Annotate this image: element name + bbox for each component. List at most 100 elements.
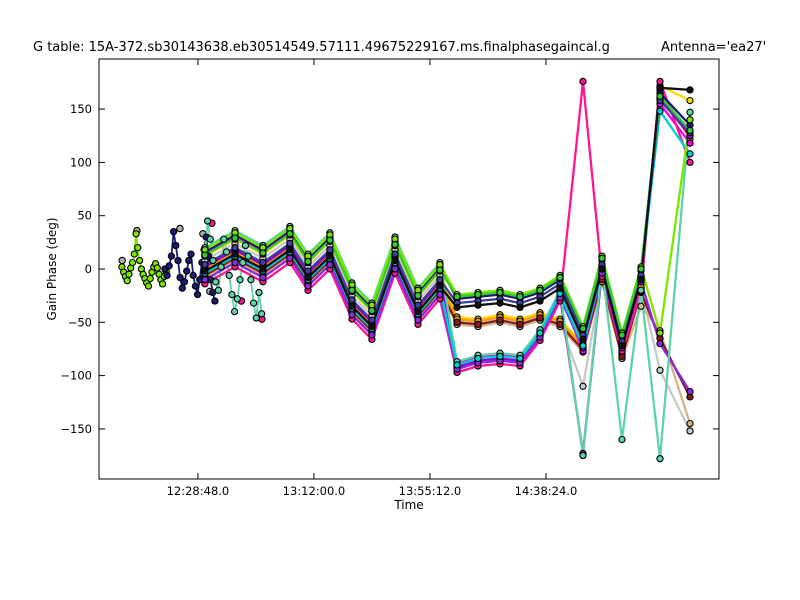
data-point — [516, 293, 524, 301]
data-point — [579, 382, 587, 390]
data-point — [304, 267, 312, 275]
data-point — [686, 419, 694, 428]
data-point — [286, 239, 294, 248]
data-point — [212, 278, 220, 286]
data-point — [656, 329, 664, 337]
data-point — [214, 286, 223, 294]
data-point — [135, 256, 144, 265]
data-point — [211, 297, 219, 305]
data-point — [637, 286, 645, 294]
x-tick-label: 12:28:48.0 — [167, 484, 230, 498]
data-point — [132, 230, 140, 238]
data-point — [656, 339, 664, 348]
x-axis-label: Time — [394, 498, 424, 512]
data-point — [391, 240, 399, 249]
data-point — [180, 278, 189, 286]
data-point — [579, 335, 587, 344]
data-point — [368, 331, 376, 339]
data-point — [579, 325, 587, 333]
data-point — [258, 310, 266, 318]
data-point — [189, 271, 197, 280]
data-point — [348, 311, 356, 319]
data-point — [165, 262, 173, 270]
data-point — [233, 295, 241, 303]
data-point — [326, 252, 334, 260]
data-point — [686, 86, 694, 94]
data-point — [286, 230, 294, 238]
data-point — [686, 108, 694, 116]
data-point — [686, 427, 694, 435]
data-point — [191, 282, 200, 290]
data-point — [637, 302, 645, 310]
data-point — [618, 331, 626, 339]
y-tick-label: 150 — [70, 102, 92, 116]
data-point — [453, 318, 461, 326]
data-point — [598, 265, 606, 273]
data-point — [656, 366, 664, 374]
data-point — [496, 352, 504, 361]
data-point — [556, 284, 564, 292]
data-point — [368, 322, 376, 331]
data-point — [176, 273, 184, 282]
data-point — [201, 261, 209, 269]
data-point — [436, 290, 444, 299]
data-point — [637, 265, 645, 273]
data-point — [637, 276, 645, 284]
y-tick-label: −150 — [60, 422, 92, 436]
data-point — [255, 288, 263, 297]
data-point — [172, 241, 180, 250]
data-point — [391, 265, 399, 273]
data-point — [656, 77, 664, 86]
data-point — [231, 234, 239, 242]
data-point — [579, 451, 587, 460]
data-point — [304, 282, 312, 290]
data-point — [201, 267, 209, 275]
data-point — [686, 387, 694, 396]
data-point — [496, 316, 504, 324]
x-tick-label: 13:55:12.0 — [399, 484, 462, 498]
data-point — [174, 256, 182, 265]
y-tick-label: 0 — [85, 262, 92, 276]
data-point — [414, 291, 422, 300]
data-point — [686, 139, 694, 147]
data-point — [536, 286, 544, 294]
data-point — [618, 435, 626, 444]
data-point — [183, 267, 191, 275]
data-point — [185, 256, 193, 265]
data-point — [123, 277, 131, 285]
data-point — [244, 252, 252, 260]
data-point — [686, 116, 694, 124]
data-point — [153, 264, 161, 272]
x-tick-label: 14:38:24.0 — [515, 484, 578, 498]
data-point — [176, 224, 184, 233]
data-point — [304, 273, 312, 282]
data-point — [217, 263, 225, 271]
data-point — [259, 273, 267, 282]
data-point — [236, 276, 244, 284]
data-point — [163, 271, 171, 280]
data-point — [474, 290, 482, 299]
data-point — [128, 258, 137, 267]
data-point — [348, 302, 356, 310]
data-point — [656, 84, 664, 92]
data-point — [326, 236, 334, 244]
data-point — [391, 256, 399, 265]
data-point — [474, 320, 482, 329]
x-tick-label: 13:12:00.0 — [283, 484, 346, 498]
data-point — [228, 290, 236, 299]
data-point — [118, 256, 126, 265]
data-point — [516, 320, 524, 329]
data-point — [391, 250, 399, 258]
data-point — [134, 244, 142, 252]
data-point — [536, 297, 544, 305]
data-point — [368, 306, 376, 315]
data-point — [579, 342, 587, 350]
data-point — [474, 301, 482, 309]
data-point — [453, 361, 461, 369]
data-point — [656, 107, 664, 115]
data-point — [146, 274, 154, 283]
data-point — [241, 241, 250, 250]
data-point — [598, 254, 606, 262]
